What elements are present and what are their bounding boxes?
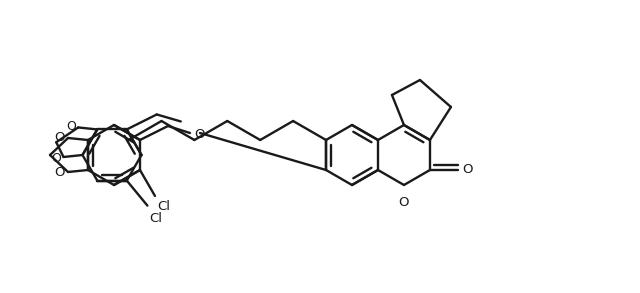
Text: O: O [462, 163, 472, 176]
Text: Cl: Cl [149, 212, 163, 225]
Text: O: O [54, 166, 64, 178]
Text: O: O [194, 127, 205, 141]
Text: O: O [66, 120, 76, 133]
Text: O: O [54, 130, 64, 144]
Text: O: O [399, 196, 409, 209]
Text: Cl: Cl [157, 200, 170, 213]
Text: O: O [51, 151, 61, 164]
